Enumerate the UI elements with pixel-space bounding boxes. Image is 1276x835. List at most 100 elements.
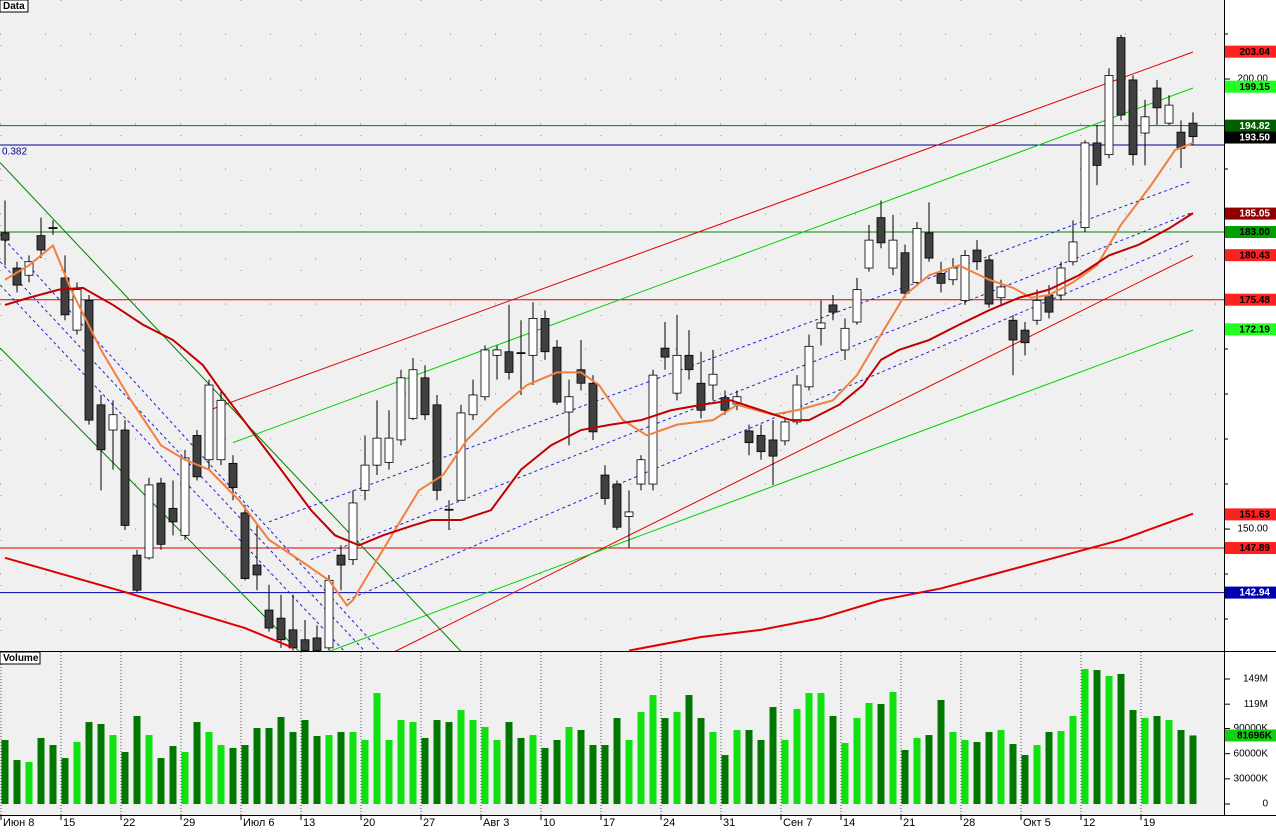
volume-bar — [973, 742, 981, 805]
price-plot: 0.382 — [0, 0, 1224, 651]
price-marker-label: 172.19 — [1239, 324, 1270, 335]
volume-plot — [0, 652, 1197, 815]
candle-body — [948, 267, 958, 281]
candle-body — [336, 554, 346, 566]
volume-bar — [85, 722, 93, 805]
candle-body — [60, 277, 70, 316]
candle-body — [768, 439, 778, 457]
price-marker — [1225, 131, 1276, 144]
candle-body — [156, 482, 166, 545]
candle-body — [1080, 142, 1090, 228]
candle-body — [996, 286, 1006, 299]
candle-body — [900, 252, 910, 294]
volume-bar — [1045, 732, 1053, 805]
volume-bar — [757, 740, 765, 805]
volume-bar — [589, 745, 597, 805]
volume-bar — [1009, 744, 1017, 805]
x-tick-label: 28 — [963, 817, 975, 829]
candle-body — [372, 437, 382, 466]
volume-bar — [73, 742, 81, 805]
volume-bar — [577, 730, 585, 805]
volume-bar — [901, 749, 909, 805]
volume-bar — [37, 737, 45, 805]
volume-bar — [925, 735, 933, 805]
candle-body — [528, 318, 538, 356]
price-marker — [1225, 293, 1276, 306]
y-tick-label: 119M — [1244, 699, 1268, 710]
volume-bar — [553, 740, 561, 805]
volume-bar — [325, 735, 333, 805]
moving-average — [4, 212, 1194, 547]
y-tick-label: 60000K — [1234, 748, 1269, 759]
x-tick-label: 10 — [543, 817, 555, 829]
volume-bar — [853, 718, 861, 805]
volume-bar — [721, 755, 729, 805]
volume-bar — [193, 722, 201, 805]
volume-bar — [793, 709, 801, 805]
volume-bar — [529, 735, 537, 805]
x-tick-label: 20 — [363, 817, 375, 829]
candle-body — [84, 300, 94, 421]
volume-panel — [0, 652, 1224, 815]
volume-bar — [97, 723, 105, 805]
candle-body — [972, 249, 982, 263]
x-tick-label: 14 — [843, 817, 855, 829]
volume-bar — [229, 747, 237, 805]
trend-line — [268, 181, 1191, 523]
candle-body — [720, 397, 730, 411]
candle-body — [816, 322, 826, 329]
volume-bar — [565, 726, 573, 805]
candle-body — [216, 399, 226, 461]
candle-body — [516, 352, 526, 355]
volume-bar — [469, 720, 477, 805]
candle-body — [288, 629, 298, 649]
volume-bar — [805, 693, 813, 805]
candle-body — [744, 430, 754, 444]
volume-bar — [829, 716, 837, 805]
volume-bar — [781, 740, 789, 805]
volume-bar — [133, 716, 141, 805]
x-tick-label: Авг 3 — [483, 817, 509, 829]
candle-body — [912, 228, 922, 283]
volume-bar — [1033, 745, 1041, 805]
candle-body — [1140, 116, 1150, 134]
candle-body — [1092, 142, 1102, 166]
price-marker-label: 185.05 — [1239, 209, 1270, 220]
volume-bar — [613, 718, 621, 805]
price-marker — [1225, 207, 1276, 220]
volume-bar — [445, 722, 453, 805]
volume-bar — [241, 745, 249, 805]
y-tick-label: 150.00 — [1237, 524, 1268, 535]
volume-bar — [1069, 716, 1077, 805]
price-marker — [1225, 508, 1276, 521]
candle-body — [384, 437, 394, 463]
candle-body — [1188, 122, 1198, 138]
candle-body — [624, 511, 634, 517]
x-tick-label: Июл 6 — [243, 817, 275, 829]
volume-bar — [913, 737, 921, 805]
candle-body — [276, 617, 286, 641]
volume-bar — [1153, 716, 1161, 805]
volume-bar — [169, 746, 177, 805]
price-marker-label: 203.04 — [1239, 47, 1270, 58]
trend-line — [208, 51, 1194, 411]
candle-body — [648, 374, 658, 485]
x-tick-label: 21 — [903, 817, 915, 829]
volume-bar — [205, 732, 213, 805]
price-marker-label: 147.89 — [1239, 543, 1270, 554]
volume-bar — [1, 740, 9, 805]
volume-bar — [601, 745, 609, 805]
axes: Июн 8 15 22 29 Июл 6 13 20 27 Авг 3 10 17 24 31 Сен 7… — [0, 33, 1276, 829]
volume-bar — [709, 732, 717, 805]
candle-body — [504, 351, 514, 373]
volume-bar — [121, 751, 129, 805]
volume-bar — [1189, 735, 1197, 805]
candle-body — [852, 289, 862, 323]
volume-bar — [673, 711, 681, 805]
volume-bar — [997, 730, 1005, 805]
candle-body — [36, 235, 46, 251]
x-tick-label: 22 — [123, 817, 135, 829]
candle-body — [312, 637, 322, 651]
candle-body — [432, 404, 442, 491]
